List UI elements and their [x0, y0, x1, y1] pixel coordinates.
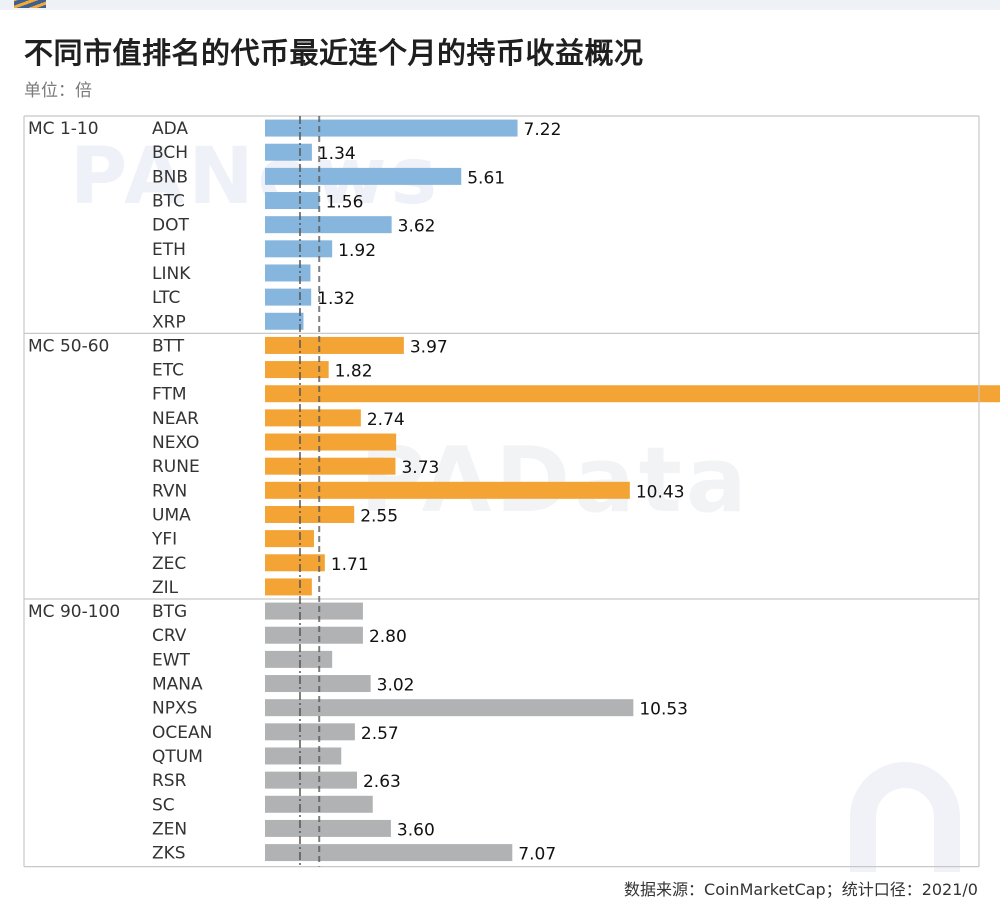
bar-zks: [265, 844, 513, 862]
bar-npxs: [265, 699, 634, 717]
bar-qtum: [265, 747, 342, 765]
bar-rune: [265, 457, 396, 475]
bar-ada: [265, 119, 518, 137]
bar-btt: [265, 336, 404, 354]
data-label-ltc: 1.32: [317, 289, 355, 309]
panews-logo-icon: [14, 0, 46, 8]
category-label-ocean: OCEAN: [152, 723, 212, 743]
category-label-ewt: EWT: [152, 650, 191, 670]
bar-bnb: [265, 167, 462, 185]
data-label-dot: 3.62: [398, 217, 436, 237]
group-label-1: MC 50-60: [28, 336, 109, 356]
group-label-2: MC 90-100: [28, 602, 120, 622]
bar-yfi: [265, 530, 314, 548]
bar-uma: [265, 505, 355, 523]
bar-ltc: [265, 288, 312, 306]
category-label-rune: RUNE: [152, 457, 200, 477]
category-label-rvn: RVN: [152, 481, 187, 501]
bar-mana: [265, 675, 371, 693]
bar-zil: [265, 578, 312, 596]
group-label-0: MC 1-10: [28, 119, 99, 139]
category-label-zec: ZEC: [152, 554, 186, 574]
category-label-ftm: FTM: [152, 385, 187, 405]
bar-zen: [265, 819, 391, 837]
category-label-btg: BTG: [152, 602, 187, 622]
unit-label: 单位：倍: [24, 81, 92, 101]
data-label-rvn: 10.43: [636, 482, 685, 502]
bar-ftm: [265, 385, 1000, 403]
data-label-eth: 1.92: [338, 241, 376, 261]
data-label-btc: 1.56: [326, 193, 364, 213]
data-label-near: 2.74: [367, 410, 405, 430]
data-label-rune: 3.73: [401, 458, 439, 478]
source-note: 数据来源：CoinMarketCap；统计口径：2021/0: [624, 880, 978, 899]
category-label-xrp: XRP: [152, 312, 186, 332]
data-label-ada: 7.22: [524, 120, 562, 140]
top-banner: [0, 0, 1000, 10]
category-label-bch: BCH: [152, 143, 188, 163]
category-label-crv: CRV: [152, 626, 187, 646]
bar-etc: [265, 361, 329, 379]
category-label-sc: SC: [152, 795, 175, 815]
category-label-uma: UMA: [152, 505, 191, 525]
data-label-zen: 3.60: [397, 820, 435, 840]
category-label-dot: DOT: [152, 216, 189, 236]
bar-btc: [265, 192, 320, 210]
category-label-bnb: BNB: [152, 167, 188, 187]
bar-rsr: [265, 771, 357, 789]
data-label-rsr: 2.63: [363, 772, 401, 792]
bar-dot: [265, 216, 392, 234]
category-label-zks: ZKS: [152, 844, 186, 864]
data-label-btt: 3.97: [410, 337, 448, 357]
data-label-npxs: 10.53: [639, 700, 688, 720]
bar-btg: [265, 602, 363, 620]
bar-link: [265, 264, 311, 282]
chart-title: 不同市值排名的代币最近连个月的持币收益概况: [24, 36, 644, 70]
bar-sc: [265, 795, 373, 813]
data-label-uma: 2.55: [360, 506, 398, 526]
category-label-eth: ETH: [152, 240, 186, 260]
category-label-zil: ZIL: [152, 578, 179, 598]
category-label-link: LINK: [152, 264, 191, 284]
bar-bch: [265, 143, 312, 161]
data-label-mana: 3.02: [377, 676, 415, 696]
bar-ocean: [265, 723, 355, 741]
bar-eth: [265, 240, 333, 258]
category-label-nexo: NEXO: [152, 433, 199, 453]
category-label-npxs: NPXS: [152, 699, 197, 719]
category-label-ltc: LTC: [152, 288, 180, 308]
category-label-near: NEAR: [152, 409, 199, 429]
bar-crv: [265, 626, 363, 644]
data-label-bnb: 5.61: [467, 168, 505, 188]
data-label-zec: 1.71: [331, 555, 369, 575]
bar-nexo: [265, 433, 397, 451]
category-label-rsr: RSR: [152, 771, 187, 791]
data-label-bch: 1.34: [318, 144, 356, 164]
category-label-qtum: QTUM: [152, 747, 203, 767]
data-label-crv: 2.80: [369, 627, 407, 647]
bar-ewt: [265, 650, 333, 668]
data-label-zks: 7.07: [518, 845, 556, 865]
category-label-zen: ZEN: [152, 819, 187, 839]
category-label-ada: ADA: [152, 119, 188, 139]
category-label-etc: ETC: [152, 361, 184, 381]
category-label-yfi: YFI: [151, 530, 177, 550]
bar-zec: [265, 554, 325, 572]
data-label-ocean: 2.57: [361, 724, 399, 744]
data-label-etc: 1.82: [335, 362, 373, 382]
category-label-btt: BTT: [152, 336, 185, 356]
bar-near: [265, 409, 361, 427]
category-label-mana: MANA: [152, 675, 203, 695]
bar-rvn: [265, 481, 630, 499]
bar-xrp: [265, 312, 304, 330]
category-label-btc: BTC: [152, 192, 185, 212]
